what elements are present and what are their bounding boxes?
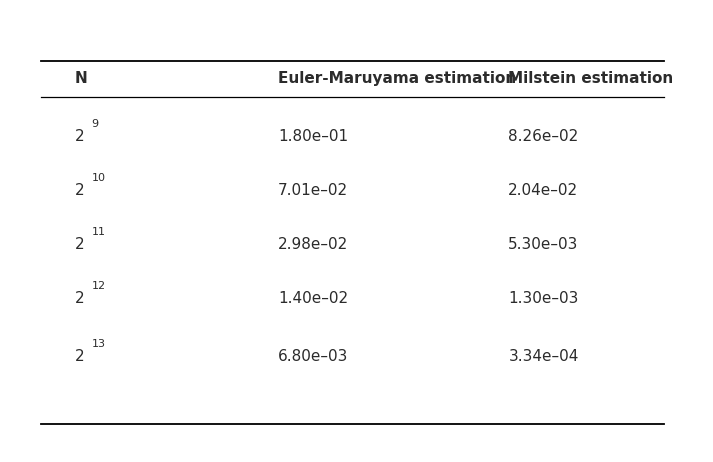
Text: 2: 2 (75, 291, 84, 306)
Text: 1.80e–01: 1.80e–01 (278, 129, 348, 145)
Text: 2.04e–02: 2.04e–02 (508, 183, 578, 198)
Text: 9: 9 (92, 119, 99, 129)
Text: 7.01e–02: 7.01e–02 (278, 183, 348, 198)
Text: 2: 2 (75, 237, 84, 252)
Text: 2: 2 (75, 183, 84, 198)
Text: 1.30e–03: 1.30e–03 (508, 291, 579, 306)
Text: 2: 2 (75, 349, 84, 364)
Text: 2.98e–02: 2.98e–02 (278, 237, 348, 252)
Text: 10: 10 (92, 173, 106, 183)
Text: 5.30e–03: 5.30e–03 (508, 237, 579, 252)
Text: 12: 12 (92, 281, 106, 291)
Text: 6.80e–03: 6.80e–03 (278, 349, 349, 364)
Text: 8.26e–02: 8.26e–02 (508, 129, 578, 145)
Text: 2: 2 (75, 129, 84, 145)
Text: 1.40e–02: 1.40e–02 (278, 291, 348, 306)
Text: Euler-Maruyama estimation: Euler-Maruyama estimation (278, 71, 516, 86)
Text: 13: 13 (92, 339, 106, 349)
Text: Milstein estimation: Milstein estimation (508, 71, 674, 86)
Text: 11: 11 (92, 227, 106, 237)
Text: N: N (75, 71, 88, 86)
Text: 3.34e–04: 3.34e–04 (508, 349, 579, 364)
